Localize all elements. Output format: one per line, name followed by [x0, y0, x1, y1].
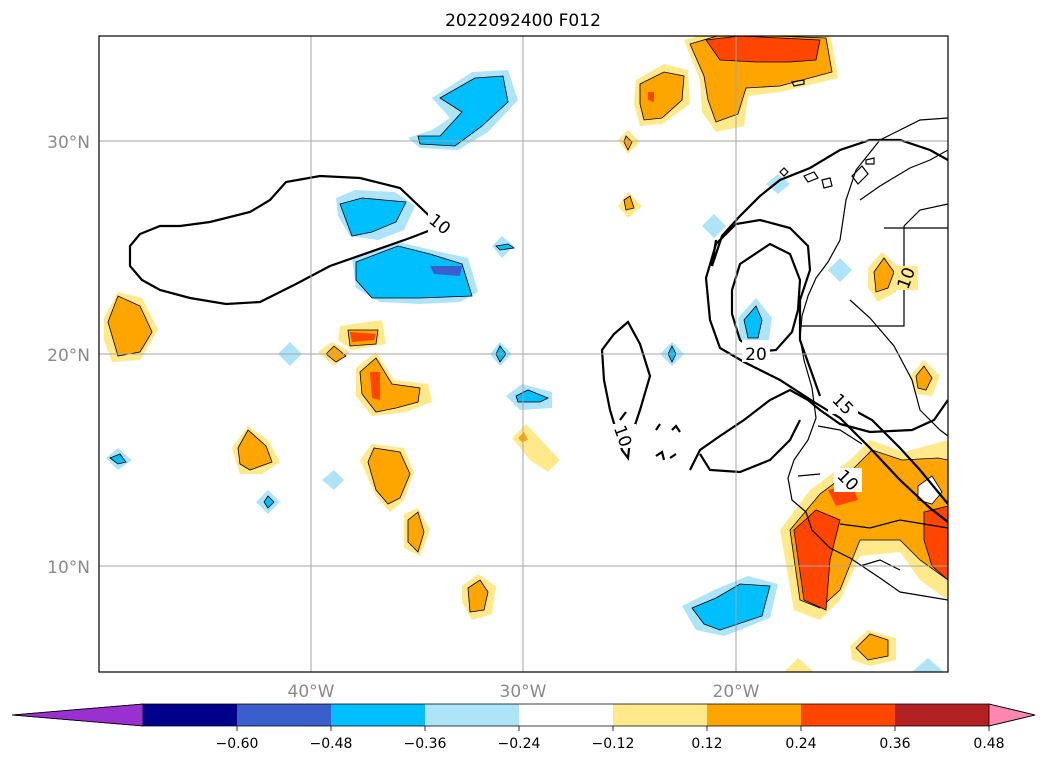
colorbar-tick-label: 0.36 [879, 736, 910, 752]
colorbar-tick-label: −0.60 [216, 736, 259, 752]
colorbar-tick-label: −0.48 [310, 736, 353, 752]
colorbar-extend-max [988, 703, 1036, 727]
lon-tick-20w: 20°W [713, 682, 760, 702]
coastlines [779, 79, 948, 601]
colorbar-cell [707, 704, 802, 726]
contour-label-20: 20 [745, 345, 767, 365]
colorbar-cell [237, 704, 332, 726]
latitude-tick-labels: 30°N 20°N 10°N [47, 133, 90, 578]
colorbar-cell [895, 704, 990, 726]
colorbar-tick-label: −0.36 [404, 736, 447, 752]
lon-tick-30w: 30°W [500, 682, 547, 702]
colorbar-tick-label: −0.12 [592, 736, 635, 752]
lon-tick-40w: 40°W [288, 682, 335, 702]
colorbar-cell [519, 704, 614, 726]
colorbar-cell [331, 704, 426, 726]
colorbar-extend-min [11, 703, 144, 727]
lat-tick-10n: 10°N [47, 558, 90, 578]
lat-tick-30n: 30°N [47, 133, 90, 153]
contour-labels: 10 20 15 10 10 10 [425, 210, 920, 495]
map-frame [98, 35, 949, 673]
colorbar-tick-label: 0.24 [785, 736, 816, 752]
colorbar-tick-label: −0.24 [498, 736, 541, 752]
contour-lines [128, 138, 948, 523]
colorbar-cell [613, 704, 708, 726]
colorbar-cell [801, 704, 896, 726]
lat-tick-20n: 20°N [47, 346, 90, 366]
colorbar-tick-label: 0.12 [691, 736, 722, 752]
colorbar-cells [11, 703, 1036, 727]
colorbar-cell [143, 704, 238, 726]
colorbar-ticks: −0.60 −0.48 −0.36 −0.24 −0.12 0.12 0.24 0.36 0.4… [216, 726, 1005, 752]
map-panel: 10 20 15 10 10 10 [99, 36, 948, 672]
map-gridlines [99, 36, 948, 672]
colorbar-cell [425, 704, 520, 726]
longitude-tick-labels: 40°W 30°W 20°W [288, 682, 760, 702]
colorbar-tick-label: 0.48 [973, 736, 1004, 752]
colorbar: −0.60 −0.48 −0.36 −0.24 −0.12 0.12 0.24 0.36 0.4… [11, 703, 1036, 752]
figure-title: 2022092400 F012 [445, 11, 601, 31]
